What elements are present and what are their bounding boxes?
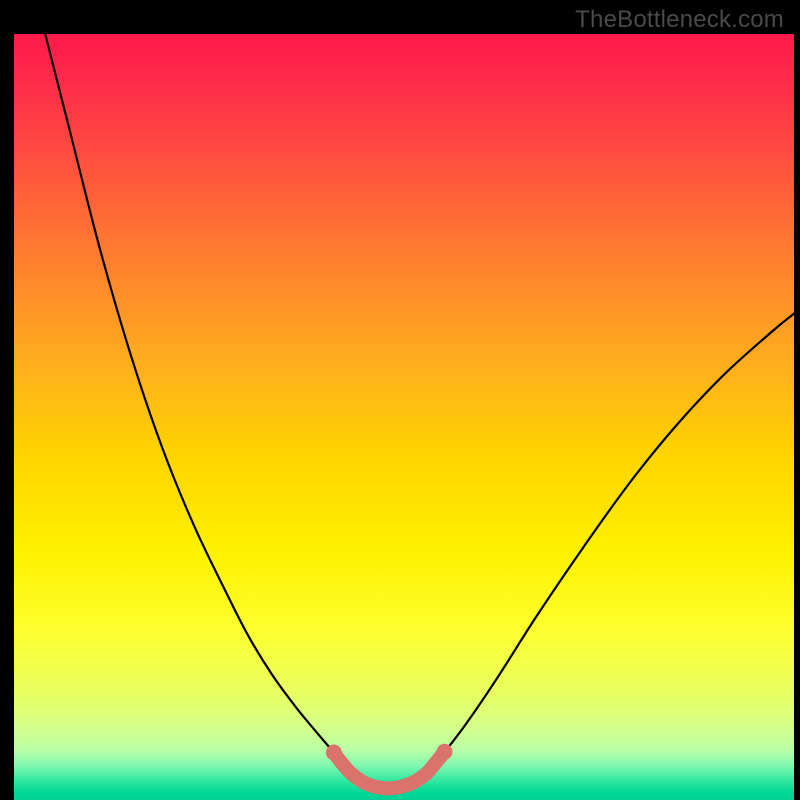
watermark-text: TheBottleneck.com [575, 6, 784, 34]
chart-gradient-background [14, 34, 794, 800]
stage: TheBottleneck.com [0, 0, 800, 800]
